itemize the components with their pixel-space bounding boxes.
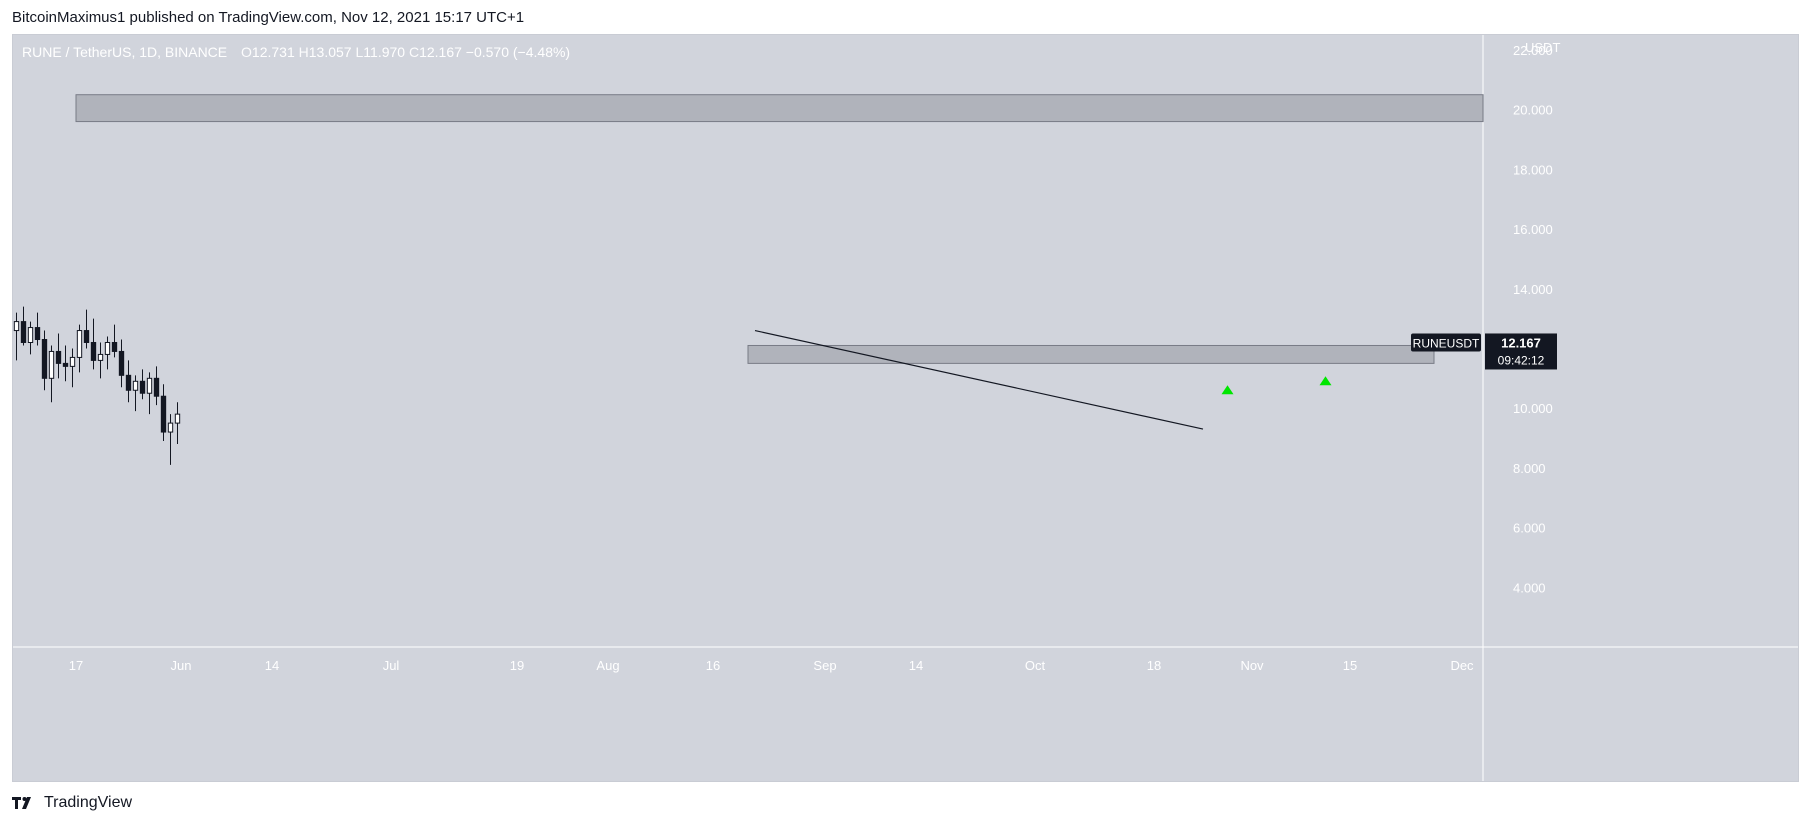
candle[interactable] [153, 377, 160, 397]
x-tick-label: 18 [1147, 658, 1161, 673]
x-tick-label: Jul [383, 658, 400, 673]
y-tick-label: 14.000 [1513, 282, 1553, 297]
y-tick-label: 8.000 [1513, 461, 1546, 476]
legend-high-value: 13.057 [308, 44, 352, 60]
legend-open-value: 12.731 [251, 44, 295, 60]
candle[interactable] [111, 341, 118, 352]
candle[interactable] [90, 341, 97, 361]
y-tick-label: 6.000 [1513, 521, 1546, 536]
ticker-label-box[interactable] [1411, 333, 1481, 352]
x-tick-label: Oct [1025, 658, 1046, 673]
x-tick-label: Aug [596, 658, 619, 673]
candle[interactable] [160, 395, 167, 433]
zone-1[interactable] [747, 344, 1435, 364]
y-tick-label: 22.000 [1513, 43, 1553, 58]
y-tick-label: 10.000 [1513, 401, 1553, 416]
x-tick-label: 14 [265, 658, 279, 673]
y-tick-label: 4.000 [1513, 580, 1546, 595]
y-tick-label: 18.000 [1513, 162, 1553, 177]
ticker-label: RUNEUSDT [1413, 336, 1480, 350]
x-tick-label: 14 [909, 658, 923, 673]
marker-triangle-up [1319, 376, 1332, 386]
chart-frame[interactable]: 22.00020.00018.00016.00014.00012.00010.0… [12, 34, 1799, 782]
x-tick-label: 17 [69, 658, 83, 673]
candle[interactable] [55, 350, 62, 364]
candle[interactable] [76, 330, 83, 358]
publish-info: BitcoinMaximus1 published on TradingView… [12, 9, 525, 26]
candle[interactable] [83, 330, 90, 343]
y-tick-label: 16.000 [1513, 222, 1553, 237]
candle[interactable] [167, 422, 174, 433]
candle[interactable] [104, 341, 111, 355]
candle[interactable] [174, 413, 181, 424]
candle[interactable] [97, 353, 104, 361]
countdown-label: 09:42:12 [1498, 353, 1545, 367]
legend-high-key: H [298, 44, 309, 60]
legend-low-key: L [355, 44, 364, 60]
candle[interactable] [20, 321, 27, 343]
x-tick-label: 15 [1343, 658, 1357, 673]
candle[interactable] [41, 339, 48, 379]
marker-triangle-up [1221, 385, 1234, 395]
candle[interactable] [118, 350, 125, 376]
x-tick-label: 19 [510, 658, 524, 673]
candle[interactable] [132, 380, 139, 391]
price-label-box[interactable] [1485, 333, 1557, 370]
candle[interactable] [34, 327, 41, 341]
price-label: 12.167 [1501, 335, 1541, 350]
x-tick-label: Sep [813, 658, 836, 673]
x-tick-label: Jun [171, 658, 192, 673]
x-tick-label: Dec [1450, 658, 1474, 673]
candle[interactable] [146, 377, 153, 394]
zone-0[interactable] [75, 94, 1484, 123]
candle[interactable] [139, 380, 146, 394]
legend-close-key: C [408, 44, 420, 60]
candle[interactable] [125, 374, 132, 391]
candle[interactable] [48, 350, 55, 379]
legend-low-value: 11.970 [363, 44, 406, 60]
legend-change: −0.570 (−4.48%) [465, 44, 571, 60]
symbol-legend: RUNE / TetherUS, 1D, BINANCE O12.731 H13… [22, 44, 570, 60]
x-tick-label: Nov [1240, 658, 1264, 673]
candle[interactable] [62, 362, 69, 367]
candle[interactable] [13, 321, 20, 332]
footer-brand-name: TradingView [44, 794, 133, 811]
legend-symbol: RUNE / TetherUS, 1D, BINANCE [22, 44, 228, 60]
legend-open-key: O [241, 44, 252, 60]
chart-svg[interactable]: 22.00020.00018.00016.00014.00012.00010.0… [13, 35, 1798, 781]
candle[interactable] [27, 327, 34, 343]
legend-close-value: 12.167 [419, 44, 462, 60]
footer-brand[interactable]: TradingView [12, 794, 132, 812]
y-axis-unit: USDT [1525, 40, 1560, 55]
y-tick-label: 20.000 [1513, 103, 1553, 118]
tradingview-logo-icon [12, 797, 31, 809]
x-tick-label: 16 [706, 658, 720, 673]
candle[interactable] [69, 356, 76, 367]
trendline[interactable] [754, 329, 1204, 430]
